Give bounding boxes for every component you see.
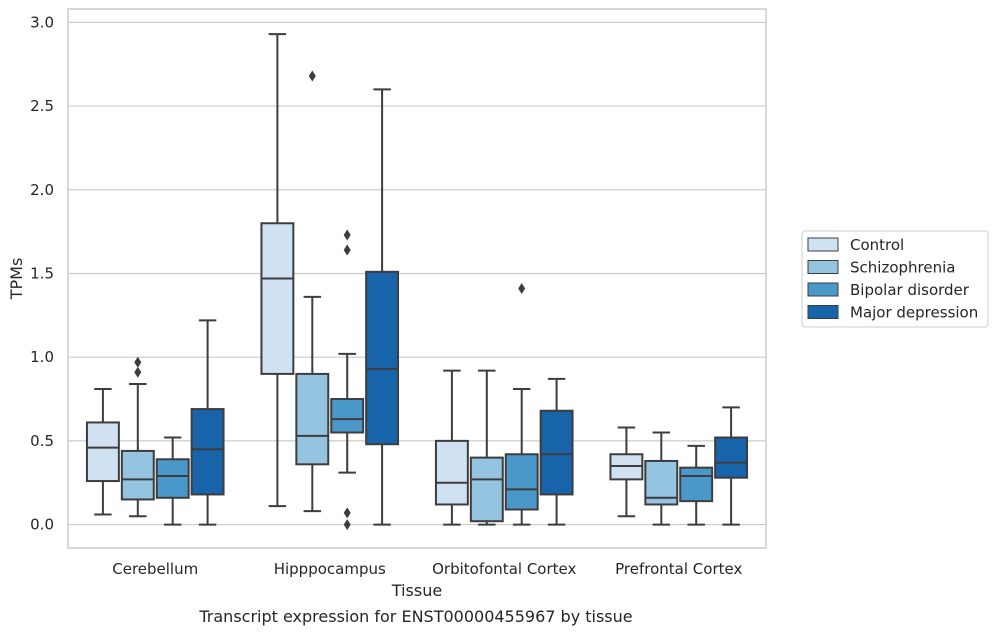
outlier-point	[343, 244, 351, 256]
box-iqr	[504, 453, 539, 511]
box-1-1	[295, 70, 330, 513]
box-iqr	[260, 222, 295, 375]
box-1-2	[330, 229, 365, 531]
box-iqr	[469, 456, 504, 523]
legend-label: Control	[850, 236, 904, 254]
legend-label: Schizophrenia	[850, 259, 955, 277]
box-2-3	[539, 377, 574, 526]
y-tick-label: 1.0	[30, 348, 54, 366]
plot-frame	[67, 8, 767, 549]
legend: Control Schizophrenia Bipolar disorder Majo…	[801, 230, 989, 328]
x-tick-label: Hipppocampus	[274, 560, 386, 578]
x-tick-label: Cerebellum	[112, 560, 198, 578]
outlier-point	[518, 283, 526, 295]
box-2-0	[434, 369, 469, 526]
box-iqr	[190, 408, 225, 496]
outlier-point	[343, 507, 351, 519]
box-iqr	[155, 458, 190, 499]
box-iqr	[120, 449, 155, 501]
x-axis-ticks: Cerebellum Hipppocampus Orbitofontal Corte…	[112, 560, 742, 578]
y-tick-label: 2.5	[30, 97, 54, 115]
box-3-1	[644, 431, 679, 526]
legend-swatch	[807, 305, 839, 319]
y-tick-label: 1.5	[30, 264, 54, 282]
legend-label: Major depression	[850, 304, 978, 322]
outlier-point	[308, 70, 316, 82]
y-tick-label: 2.0	[30, 181, 54, 199]
box-3-3	[714, 406, 749, 526]
box-iqr	[539, 409, 574, 496]
y-axis-label: TPMs	[7, 258, 26, 301]
outlier-point	[134, 356, 142, 368]
box-0-1	[120, 356, 155, 518]
box-3-0	[609, 426, 644, 518]
legend-swatch	[807, 237, 839, 252]
legend-label: Bipolar disorder	[850, 281, 970, 299]
box-plot-area	[85, 33, 749, 531]
box-iqr	[85, 421, 120, 483]
y-tick-label: 0.0	[30, 516, 54, 534]
box-iqr	[714, 436, 749, 479]
box-iqr	[295, 372, 330, 466]
box-1-0	[260, 33, 295, 508]
legend-frame	[801, 230, 989, 328]
box-iqr	[365, 270, 400, 446]
outlier-point	[134, 366, 142, 378]
x-tick-label: Prefrontal Cortex	[615, 560, 742, 578]
box-0-3	[190, 319, 225, 526]
y-axis-ticks: 0.0 0.5 1.0 1.5 2.0 2.5 3.0	[30, 13, 54, 533]
chart-caption: Transcript expression for ENST0000045596…	[198, 607, 632, 626]
outlier-point	[343, 229, 351, 241]
grid-lines	[68, 21, 766, 526]
legend-swatch	[807, 260, 839, 274]
box-iqr	[679, 466, 714, 503]
y-tick-label: 3.0	[30, 13, 54, 31]
box-1-3	[365, 88, 400, 526]
box-iqr	[330, 398, 365, 434]
box-2-2	[504, 283, 539, 526]
legend-swatch	[807, 282, 839, 297]
box-3-2	[679, 444, 714, 526]
y-tick-label: 0.5	[30, 432, 54, 450]
x-axis-label: Tissue	[391, 581, 442, 600]
box-0-0	[85, 387, 120, 516]
box-0-2	[155, 436, 190, 526]
box-iqr	[434, 439, 469, 506]
x-tick-label: Orbitofontal Cortex	[432, 560, 576, 578]
outlier-point	[343, 519, 351, 531]
box-2-1	[469, 369, 504, 526]
